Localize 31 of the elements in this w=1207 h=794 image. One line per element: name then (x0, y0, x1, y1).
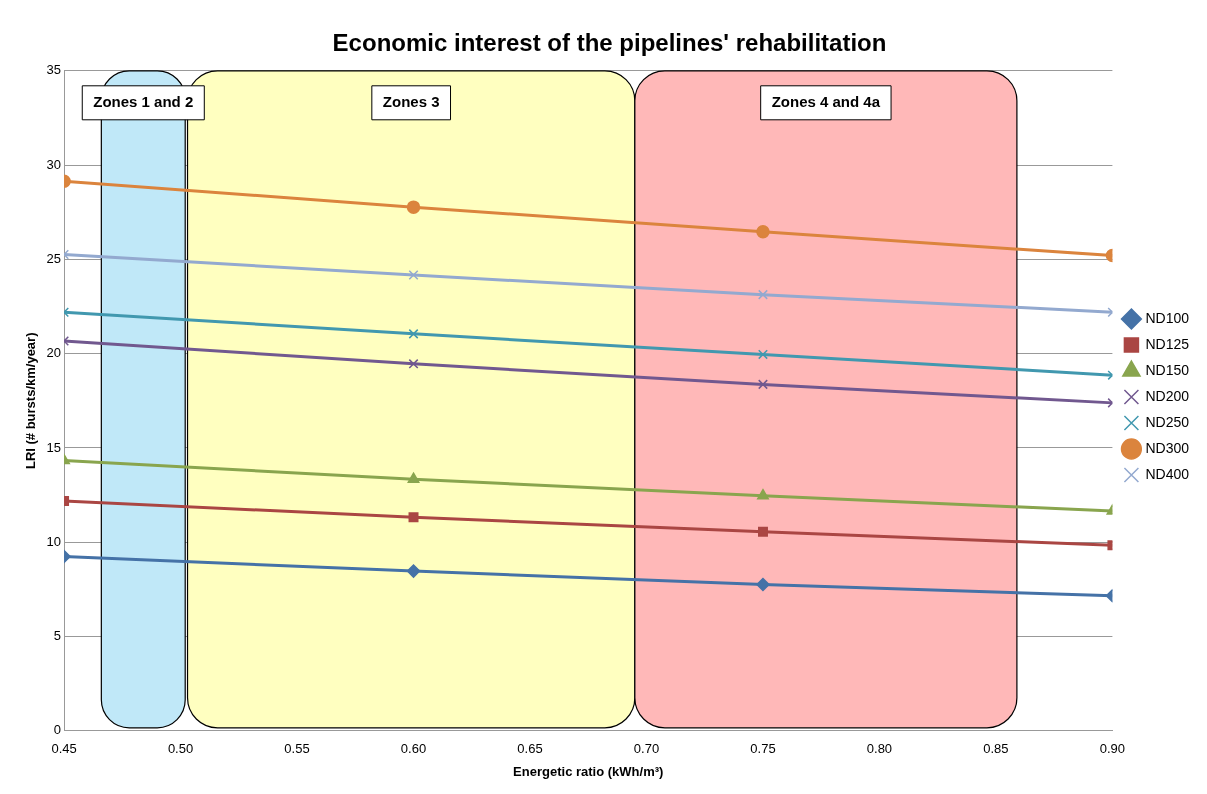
band-label: Zones 1 and 2 (93, 92, 194, 110)
legend-label: ND100 (1145, 309, 1190, 326)
x-tick-label: 0.65 (517, 741, 543, 757)
x-tick-label: 0.85 (983, 741, 1009, 757)
legend-label: ND150 (1145, 361, 1190, 378)
legend-label: ND250 (1145, 413, 1190, 430)
legend-label: ND400 (1145, 465, 1190, 482)
y-tick-label: 5 (53, 628, 62, 644)
band-label: Zones 3 (382, 92, 440, 110)
x-axis-title: Energetic ratio (kWh/m³) (513, 763, 664, 779)
y-tick-label: 20 (46, 345, 62, 361)
x-tick-label: 0.60 (400, 741, 427, 757)
y-tick-label: 35 (46, 62, 62, 78)
legend-label: ND125 (1145, 335, 1190, 352)
legend-label: ND300 (1145, 439, 1190, 456)
x-tick-label: 0.75 (750, 741, 776, 757)
chart-title: Economic interest of the pipelines' rehabilitation (332, 29, 887, 57)
y-tick-label: 30 (46, 156, 62, 172)
y-tick-label: 15 (46, 439, 62, 455)
band-label: Zones 4 and 4a (771, 92, 881, 110)
y-tick-label: 10 (46, 533, 62, 549)
x-tick-label: 0.45 (51, 741, 77, 757)
y-tick-label: 25 (46, 250, 62, 266)
x-tick-label: 0.70 (633, 741, 660, 757)
x-tick-label: 0.55 (284, 741, 310, 757)
y-axis-title: LRI (# bursts/km/year) (23, 332, 39, 470)
x-tick-label: 0.50 (167, 741, 194, 757)
x-tick-label: 0.90 (1099, 741, 1126, 757)
y-tick-label: 0 (53, 722, 62, 738)
x-tick-label: 0.80 (866, 741, 893, 757)
legend-label: ND200 (1145, 387, 1190, 404)
